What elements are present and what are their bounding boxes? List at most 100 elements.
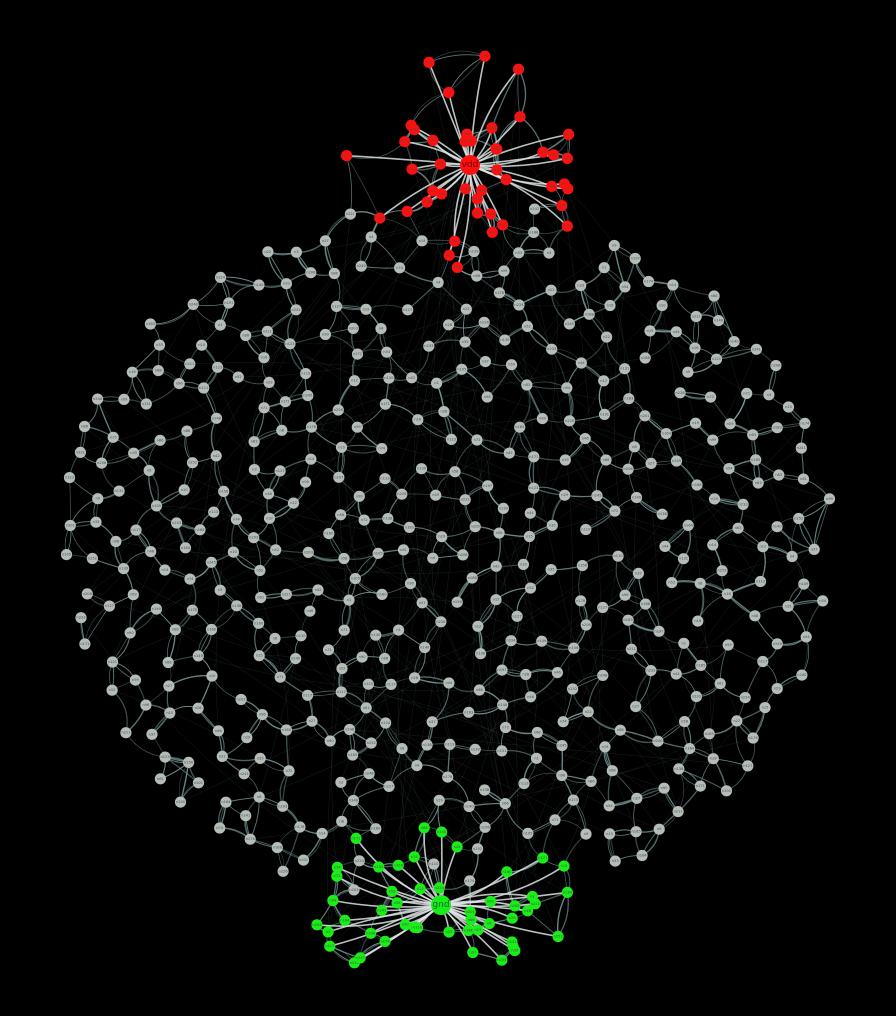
graph-node[interactable]: n203 bbox=[348, 884, 360, 896]
graph-node[interactable]: n35 bbox=[545, 564, 557, 576]
graph-node[interactable]: n12 bbox=[287, 497, 300, 509]
vdd-net-node[interactable]: n66 bbox=[546, 180, 558, 192]
graph-node[interactable]: n19 bbox=[644, 325, 656, 337]
gnd-net-node[interactable]: n3 bbox=[322, 926, 334, 938]
graph-node[interactable]: n3 bbox=[763, 389, 775, 401]
graph-node[interactable]: n233 bbox=[645, 665, 657, 677]
graph-node[interactable]: n44 bbox=[575, 357, 587, 369]
graph-node[interactable]: n33 bbox=[90, 516, 102, 528]
graph-node[interactable]: n171 bbox=[351, 348, 364, 360]
graph-node[interactable]: n71 bbox=[274, 671, 286, 683]
graph-node[interactable]: n174 bbox=[464, 875, 476, 887]
graph-node[interactable]: n117 bbox=[757, 655, 769, 668]
graph-node[interactable]: n110 bbox=[428, 858, 440, 870]
vdd-net-node[interactable]: n117 bbox=[471, 193, 483, 205]
graph-node[interactable]: n138 bbox=[673, 763, 685, 775]
graph-node[interactable]: n66 bbox=[600, 454, 612, 466]
graph-node[interactable]: n14 bbox=[707, 539, 719, 551]
graph-node[interactable]: n27 bbox=[630, 701, 642, 713]
graph-node[interactable]: n183 bbox=[463, 706, 475, 718]
graph-node[interactable]: n28 bbox=[443, 319, 455, 331]
graph-node[interactable]: n178 bbox=[575, 595, 587, 607]
graph-node[interactable]: n58 bbox=[449, 466, 461, 478]
graph-node[interactable]: n74 bbox=[557, 716, 569, 728]
graph-node[interactable]: n19 bbox=[690, 417, 702, 429]
graph-node[interactable]: n160 bbox=[205, 623, 218, 636]
graph-node[interactable]: n245 bbox=[556, 740, 568, 752]
graph-node[interactable]: n123 bbox=[528, 482, 540, 494]
graph-node[interactable]: n66 bbox=[499, 798, 511, 810]
graph-node[interactable]: n54 bbox=[619, 281, 631, 293]
vdd-net-node[interactable]: n233 bbox=[512, 63, 525, 75]
graph-node[interactable]: n58 bbox=[679, 716, 691, 728]
graph-node[interactable]: n178 bbox=[294, 821, 306, 833]
graph-node[interactable]: n183 bbox=[771, 422, 783, 434]
vdd-net-node[interactable]: n197 bbox=[491, 164, 503, 176]
gnd-net-node[interactable]: n46 bbox=[522, 905, 534, 917]
gnd-net-node[interactable]: n22 bbox=[443, 926, 455, 938]
graph-node[interactable]: n149 bbox=[798, 578, 810, 590]
graph-node[interactable]: n139 bbox=[415, 463, 428, 475]
graph-node[interactable]: n61 bbox=[397, 544, 410, 556]
graph-node[interactable]: n1 bbox=[343, 594, 355, 606]
graph-node[interactable]: n164 bbox=[682, 519, 694, 532]
vdd-net-node[interactable]: n52 bbox=[465, 135, 477, 147]
graph-node[interactable]: n203 bbox=[248, 532, 260, 544]
graph-node[interactable]: n113 bbox=[379, 473, 391, 485]
graph-node[interactable]: n68 bbox=[212, 725, 224, 737]
graph-node[interactable]: n245 bbox=[302, 390, 314, 402]
gnd-net-node[interactable]: n61 bbox=[485, 895, 497, 908]
graph-node[interactable]: n252 bbox=[716, 565, 728, 577]
vdd-net-node[interactable]: n42 bbox=[427, 134, 439, 146]
graph-node[interactable]: n211 bbox=[261, 325, 273, 337]
gnd-net-node[interactable]: n174 bbox=[379, 935, 391, 948]
graph-node[interactable]: n9 bbox=[608, 239, 620, 252]
graph-node[interactable]: n188 bbox=[466, 572, 478, 584]
gnd-net-node[interactable]: n1 bbox=[526, 890, 539, 903]
graph-node[interactable]: n68 bbox=[531, 726, 543, 739]
graph-node[interactable]: n245 bbox=[591, 490, 603, 502]
graph-node[interactable]: n138 bbox=[475, 648, 487, 660]
vdd-net-node[interactable]: n27 bbox=[548, 149, 560, 161]
graph-node[interactable]: n183 bbox=[623, 393, 635, 405]
graph-node[interactable]: n183 bbox=[403, 521, 415, 534]
graph-node[interactable]: n149 bbox=[536, 635, 548, 647]
graph-node[interactable]: n9 bbox=[653, 823, 665, 835]
graph-node[interactable]: n42 bbox=[490, 560, 502, 572]
graph-node[interactable]: n139 bbox=[468, 245, 480, 258]
graph-node[interactable]: n211 bbox=[625, 643, 638, 655]
graph-node[interactable]: n248 bbox=[597, 669, 609, 682]
vdd-net-node[interactable]: n110 bbox=[485, 208, 497, 220]
graph-node[interactable]: n15 bbox=[253, 650, 265, 662]
graph-node[interactable]: n12 bbox=[472, 620, 484, 632]
graph-node[interactable]: n178 bbox=[186, 604, 198, 616]
gnd-net-node[interactable]: n156 bbox=[392, 859, 404, 871]
graph-node[interactable]: n226 bbox=[435, 616, 447, 628]
graph-node[interactable]: n37 bbox=[632, 567, 645, 580]
graph-node[interactable]: n156 bbox=[479, 821, 491, 833]
graph-node[interactable]: n12 bbox=[490, 594, 502, 606]
graph-node[interactable]: n252 bbox=[86, 552, 98, 565]
graph-node[interactable]: n240 bbox=[290, 653, 302, 665]
graph-node[interactable]: n185 bbox=[514, 421, 526, 433]
graph-node[interactable]: n74 bbox=[214, 822, 226, 834]
graph-node[interactable]: n201 bbox=[297, 854, 310, 866]
graph-node[interactable]: n185 bbox=[703, 728, 715, 740]
graph-node[interactable]: n54 bbox=[381, 346, 393, 358]
graph-node[interactable]: n233 bbox=[546, 343, 558, 355]
graph-node[interactable]: n16 bbox=[126, 366, 138, 378]
graph-node[interactable]: n37 bbox=[416, 597, 428, 609]
graph-node[interactable]: n61 bbox=[797, 473, 810, 485]
graph-node[interactable]: n83 bbox=[747, 429, 759, 441]
graph-node[interactable]: n15 bbox=[759, 702, 771, 714]
graph-node[interactable]: n52 bbox=[232, 371, 244, 383]
graph-node[interactable]: n127 bbox=[597, 601, 609, 614]
graph-node[interactable]: n99 bbox=[823, 493, 836, 505]
graph-node[interactable]: n27 bbox=[319, 235, 331, 247]
graph-node[interactable]: n140 bbox=[497, 699, 509, 711]
graph-node[interactable]: n15 bbox=[164, 707, 176, 719]
vdd-net-node[interactable]: n185 bbox=[486, 122, 498, 134]
graph-node[interactable]: n211 bbox=[120, 727, 132, 739]
graph-node[interactable]: n8 bbox=[276, 424, 288, 436]
graph-node[interactable]: n171 bbox=[79, 638, 91, 650]
